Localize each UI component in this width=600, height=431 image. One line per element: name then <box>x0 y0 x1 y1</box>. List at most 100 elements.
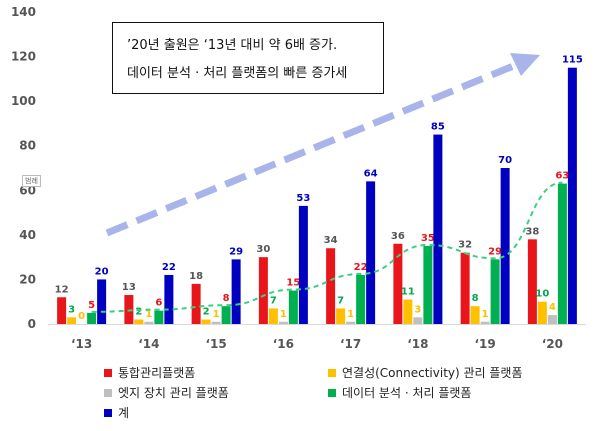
bar-data <box>557 183 567 324</box>
data-label-integrated: 30 <box>256 244 270 255</box>
data-label-integrated: 34 <box>324 235 338 246</box>
legend-swatch <box>104 368 112 377</box>
data-label-integrated: 12 <box>55 284 69 295</box>
data-label-integrated: 18 <box>189 271 203 282</box>
bar-total <box>500 168 510 324</box>
data-label-edge: 0 <box>78 311 85 322</box>
data-label-connectivity: 11 <box>401 286 415 297</box>
data-label-data: 22 <box>354 262 368 273</box>
bar-integrated <box>57 297 67 324</box>
legend-label: 통합관리플랫폼 <box>118 366 196 380</box>
data-label-connectivity: 2 <box>203 307 210 318</box>
data-label-connectivity: 8 <box>472 293 479 304</box>
bar-connectivity <box>403 299 413 324</box>
bar-total <box>164 274 174 324</box>
x-tick-label: ‘18 <box>407 337 428 351</box>
data-label-edge: 1 <box>280 309 287 320</box>
x-tick-label: ‘15 <box>205 337 226 351</box>
y-tick-label: 140 <box>11 5 36 19</box>
data-label-edge: 1 <box>145 309 152 320</box>
bar-data <box>356 274 366 324</box>
legend-item-edge: 엣지 장치 관리 플랫폼 <box>104 384 229 401</box>
legend-label: 계 <box>118 406 130 420</box>
annotation-line-1: ’20년 출원은 ‘13년 대비 약 6배 증가. <box>127 38 338 53</box>
bar-total <box>97 279 107 324</box>
x-tick-label: ‘17 <box>340 337 361 351</box>
bar-data <box>154 310 164 324</box>
bar-edge <box>547 315 557 324</box>
data-label-data: 15 <box>286 278 300 289</box>
bar-edge <box>144 321 154 324</box>
bar-connectivity <box>134 319 144 324</box>
bar-integrated <box>393 243 403 324</box>
legend-swatch <box>328 388 336 397</box>
data-label-connectivity: 7 <box>337 295 344 306</box>
bar-total <box>567 67 577 324</box>
annotation-box: ’20년 출원은 ‘13년 대비 약 6배 증가. 데이터 분석 · 처리 플랫… <box>112 22 384 94</box>
legend-item-connectivity: 연결성(Connectivity) 관리 플랫폼 <box>328 364 523 381</box>
bar-integrated <box>258 257 268 324</box>
bar-data <box>288 290 298 324</box>
data-label-total: 85 <box>431 122 445 133</box>
data-label-data: 63 <box>555 171 569 182</box>
bar-edge <box>278 321 288 324</box>
data-label-total: 115 <box>562 55 583 66</box>
legend-swatch <box>328 368 336 377</box>
trend-arrow-head <box>510 53 540 76</box>
annotation-line-2: 데이터 분석 · 처리 플랫폼의 빠른 증가세 <box>127 66 348 81</box>
trend-arrow-line <box>105 58 525 237</box>
y-tick-label: 120 <box>11 50 36 64</box>
legend-item-data: 데이터 분석 · 처리 플랫폼 <box>328 384 471 401</box>
x-tick-label: ‘13 <box>71 337 92 351</box>
bar-total <box>298 205 308 324</box>
data-label-integrated: 36 <box>391 231 405 242</box>
data-label-connectivity: 3 <box>68 304 75 315</box>
bar-edge <box>480 321 490 324</box>
bar-connectivity <box>268 308 278 324</box>
data-label-total: 53 <box>296 193 310 204</box>
y-tick-label: 40 <box>19 228 36 242</box>
legend-label: 엣지 장치 관리 플랫폼 <box>118 386 229 400</box>
data-label-data: 35 <box>421 233 435 244</box>
legend-item-total: 계 <box>104 404 129 421</box>
x-tick-label: ‘20 <box>542 337 563 351</box>
data-label-integrated: 38 <box>525 226 539 237</box>
bar-edge <box>346 321 356 324</box>
data-label-edge: 4 <box>549 302 556 313</box>
y-tick-label: 20 <box>19 272 36 286</box>
data-label-integrated: 13 <box>122 282 136 293</box>
x-tick-label: ‘14 <box>138 337 159 351</box>
bar-data <box>490 259 500 324</box>
legend-swatch <box>104 388 112 397</box>
legend-item-integrated: 통합관리플랫폼 <box>104 364 195 381</box>
bar-connectivity <box>336 308 346 324</box>
data-label-data: 8 <box>223 293 230 304</box>
y-tick-label: 0 <box>28 317 36 331</box>
bar-connectivity <box>470 306 480 324</box>
bar-total <box>433 134 443 324</box>
data-label-total: 64 <box>364 168 378 179</box>
bar-total <box>366 181 376 324</box>
chart-tag: 범례 <box>22 175 41 187</box>
data-label-edge: 1 <box>482 309 489 320</box>
bar-total <box>231 259 241 324</box>
data-label-connectivity: 10 <box>535 289 549 300</box>
data-label-edge: 1 <box>347 309 354 320</box>
bar-data <box>423 246 433 324</box>
bar-integrated <box>191 283 201 324</box>
legend-swatch <box>104 408 112 417</box>
data-label-total: 22 <box>162 262 176 273</box>
data-label-data: 5 <box>88 300 95 311</box>
data-label-total: 70 <box>498 155 512 166</box>
bar-integrated <box>460 252 470 324</box>
data-label-total: 20 <box>95 266 109 277</box>
bar-connectivity <box>537 301 547 324</box>
x-tick-label: ‘16 <box>273 337 294 351</box>
data-label-total: 29 <box>229 246 243 257</box>
bar-edge <box>413 317 423 324</box>
data-label-connectivity: 7 <box>270 295 277 306</box>
data-label-data: 6 <box>155 298 162 309</box>
x-tick-label: ‘19 <box>474 337 495 351</box>
data-label-integrated: 32 <box>458 240 472 251</box>
